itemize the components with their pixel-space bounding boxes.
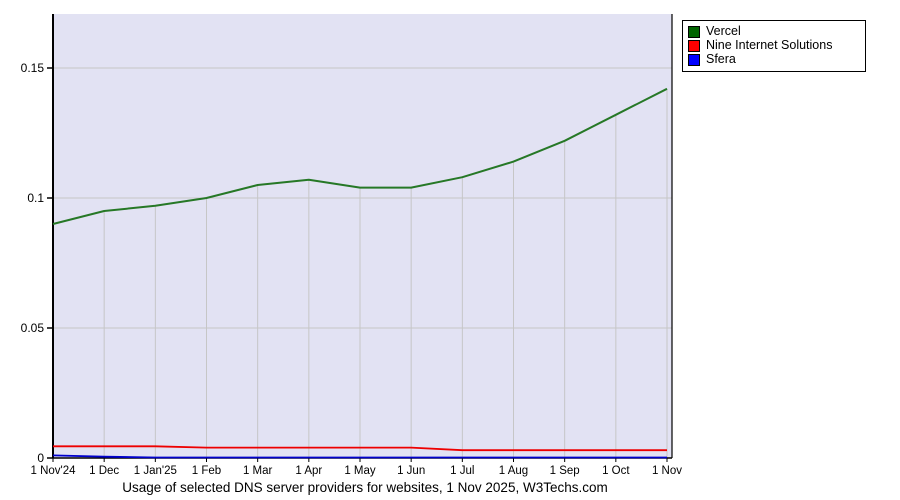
x-tick-label: 1 May [344,465,376,477]
plot-area [53,14,672,458]
series-line-vercel [52,87,668,225]
legend-swatch-icon [688,53,700,66]
x-tick-label: 1 Nov [652,465,682,477]
x-tick-label: 1 Sep [550,465,580,477]
x-tick-label: 1 Dec [89,465,119,477]
y-tick-label: 0.05 [21,321,45,335]
legend-item: Nine Internet Solutions [688,39,859,52]
chart-caption: Usage of selected DNS server providers f… [122,480,608,495]
x-tick-label: 1 Jun [397,465,425,477]
x-tick-label: 1 Feb [192,465,221,477]
legend-label: Sfera [706,52,736,66]
legend-swatch-icon [688,25,700,38]
x-tick-label: 1 Mar [243,465,273,477]
x-tick-label: 1 Jan'25 [134,465,177,477]
y-tick-label: 0 [37,451,44,465]
legend-swatch-icon [688,39,700,52]
series-line-nine-internet-solutions [53,445,667,452]
legend-item: Vercel [688,25,859,38]
x-tick-label: 1 Oct [602,465,630,477]
legend: Vercel Nine Internet Solutions Sfera [682,20,866,72]
legend-label: Nine Internet Solutions [706,38,833,52]
x-tick-label: 1 Jul [450,465,474,477]
x-tick-label: 1 Aug [499,465,528,477]
legend-label: Vercel [706,24,741,38]
y-tick-label: 0.15 [21,61,45,75]
legend-item: Sfera [688,53,859,66]
series-line-sfera [52,454,667,459]
x-tick-label: 1 Nov'24 [30,465,76,477]
x-tick-label: 1 Apr [295,465,322,477]
y-tick-label: 0.1 [27,191,44,205]
